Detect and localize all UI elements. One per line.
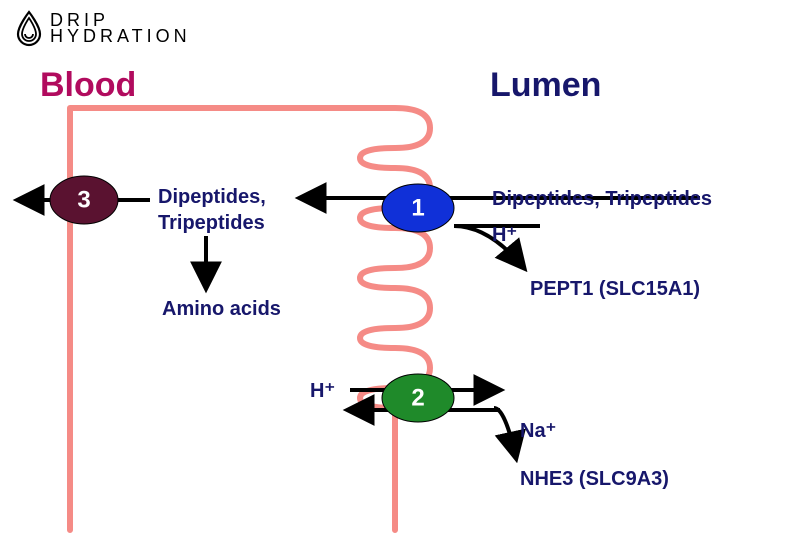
label-amino-acids: Amino acids <box>162 298 281 321</box>
label-dipeptides-cell-1: Dipeptides, <box>158 186 266 209</box>
label-pept1: PEPT1 (SLC15A1) <box>530 278 700 301</box>
label-nhe3: NHE3 (SLC9A3) <box>520 468 669 491</box>
diagram-stage: DRIP HYDRATION 123 BloodLumenDipeptides,… <box>0 0 800 550</box>
label-dipeptides-cell-2: Tripeptides <box>158 212 265 235</box>
label-h-plus-lumen: H⁺ <box>492 222 517 247</box>
label-dipeptides-lumen: Dipeptides, Tripeptides <box>492 188 712 211</box>
transporter-3: 3 <box>77 187 90 214</box>
label-h-plus-cell: H⁺ <box>310 378 335 403</box>
heading-blood: Blood <box>40 66 136 105</box>
transporter-2: 2 <box>411 385 424 412</box>
heading-lumen: Lumen <box>490 66 601 105</box>
transporter-1: 1 <box>411 195 424 222</box>
label-na-plus: Na⁺ <box>520 418 556 443</box>
